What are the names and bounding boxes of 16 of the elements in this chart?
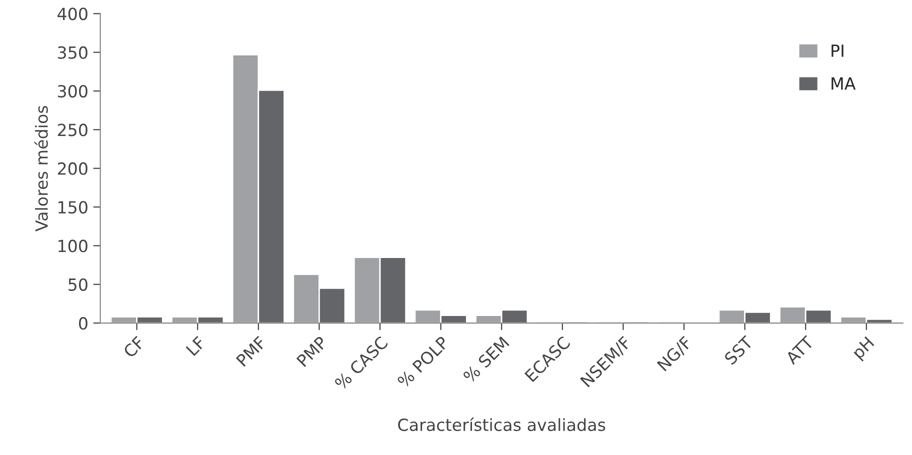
y-axis-title: Valores médios — [34, 106, 48, 232]
y-tick-label: 300 — [58, 84, 88, 98]
legend-label: MA — [832, 77, 856, 90]
x-tick-label: LF — [186, 336, 206, 356]
x-tick-label: CF — [122, 336, 146, 358]
y-tick-label: 0 — [79, 317, 88, 330]
legend-label: PI — [832, 44, 844, 57]
y-tick-label: 150 — [58, 200, 88, 214]
y-tick-label: 250 — [58, 124, 88, 136]
x-axis-title: Características avaliadas — [398, 418, 606, 432]
y-tick-label: 50 — [68, 278, 88, 291]
y-tick-label: 400 — [58, 8, 88, 20]
y-tick-label: 100 — [58, 240, 88, 252]
x-tick-label: pH — [851, 336, 877, 362]
y-tick-label: 200 — [58, 162, 88, 175]
y-tick-label: 350 — [58, 46, 88, 59]
